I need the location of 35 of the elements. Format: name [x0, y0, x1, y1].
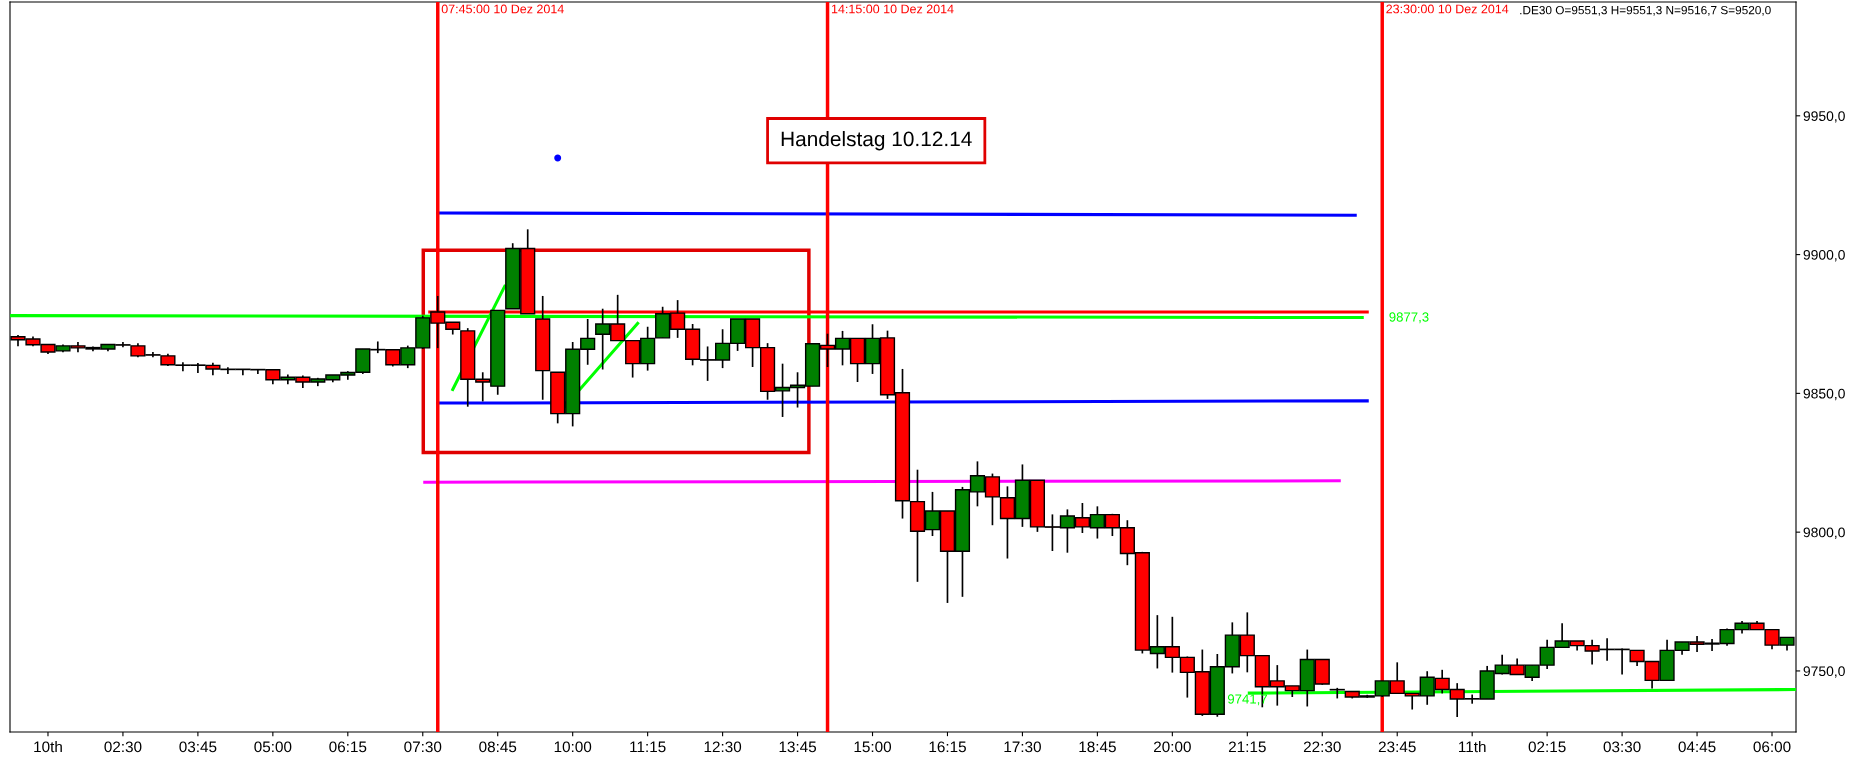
y-tick-label: 9950,0 [1803, 111, 1845, 123]
x-tick-label: 07:30 [404, 741, 442, 753]
x-tick-label: 02:15 [1528, 741, 1566, 753]
y-tick-label: 9850,0 [1803, 388, 1845, 401]
x-tick-label: 11th [1459, 741, 1486, 753]
ref-line-label: 07:45:00 10 Dez 2014 [441, 4, 564, 14]
x-tick-label: 06:15 [329, 741, 367, 753]
x-tick-label: 04:45 [1678, 741, 1716, 753]
x-tick-label: 08:45 [479, 741, 517, 753]
x-tick-label: 10th [34, 741, 62, 753]
x-tick-label: 03:45 [179, 741, 217, 753]
annotation: Handelstag 10.12.14 [781, 130, 972, 151]
x-tick-label: 21:15 [1228, 741, 1266, 753]
x-tick-label: 12:30 [704, 741, 742, 753]
x-tick-label: 13:45 [779, 741, 817, 753]
x-tick-label: 15:00 [854, 741, 892, 753]
x-tick-label: 20:00 [1154, 741, 1191, 753]
x-tick-label: 17:30 [1004, 741, 1041, 753]
x-tick-label: 02:30 [104, 741, 142, 753]
annotation: 9877,3 [1389, 312, 1429, 324]
ref-line-label: 14:15:00 10 Dez 2014 [831, 4, 954, 14]
y-tick-label: 9750,0 [1803, 666, 1845, 678]
ref-line-label: 23:30:00 10 Dez 2014 [1386, 4, 1509, 14]
x-tick-label: 11:15 [630, 741, 666, 753]
x-tick-label: 22:30 [1303, 741, 1341, 753]
x-tick-label: 05:00 [254, 741, 292, 753]
x-tick-label: 06:00 [1753, 741, 1791, 753]
y-tick-label: 9800,0 [1803, 527, 1845, 539]
x-tick-label: 03:30 [1603, 741, 1641, 753]
x-tick-label: 23:45 [1378, 741, 1416, 753]
x-tick-label: 18:45 [1079, 741, 1116, 753]
annotation: .DE30 O=9551,3 H=9551,3 N=9516,7 S=9520,0 [1520, 5, 1771, 16]
x-tick-label: 10:00 [554, 741, 592, 753]
x-tick-label: 16:15 [929, 741, 966, 753]
y-tick-label: 9900,0 [1803, 249, 1845, 262]
